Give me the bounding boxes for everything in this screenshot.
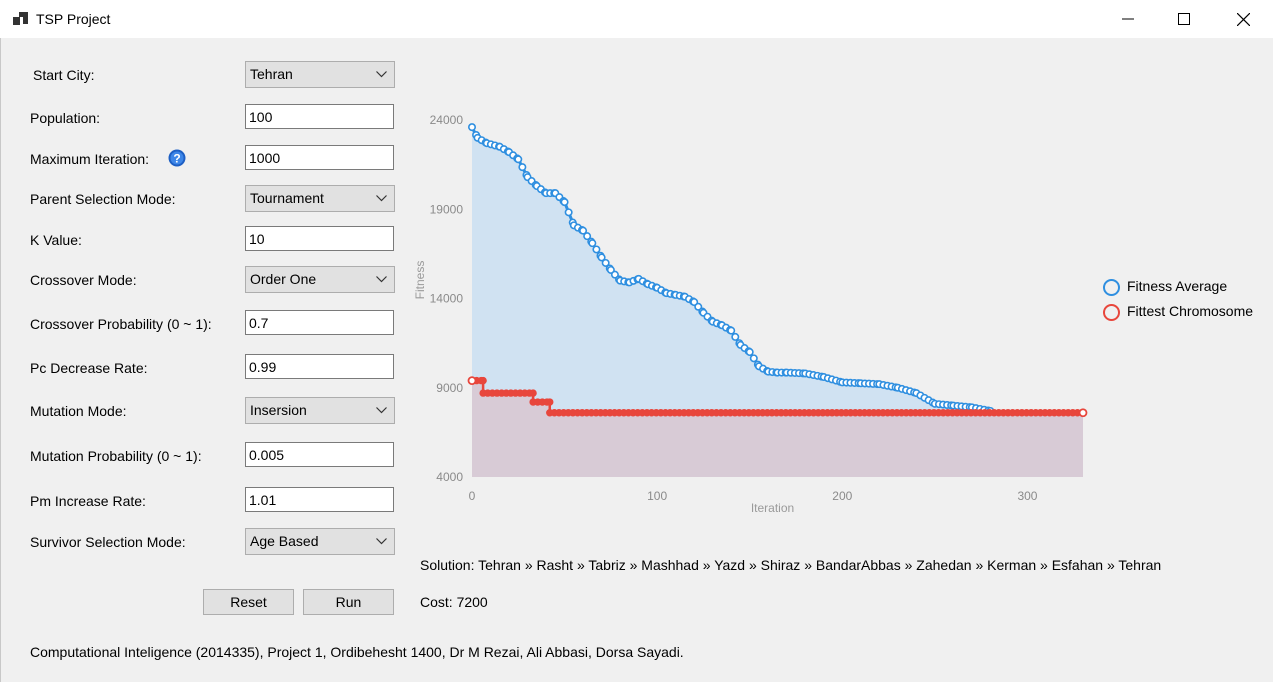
x-tick-label: 200 <box>832 489 852 503</box>
survivor-selection-label: Survivor Selection Mode: <box>30 534 186 550</box>
chevron-down-icon <box>376 407 387 414</box>
maximize-button[interactable] <box>1155 0 1213 38</box>
window-title: TSP Project <box>36 11 111 27</box>
pc-decrease-input[interactable] <box>245 354 394 379</box>
legend-marker <box>1103 279 1120 296</box>
y-tick-label: 14000 <box>430 292 464 306</box>
start-city-label: Start City: <box>33 67 95 83</box>
run-button[interactable]: Run <box>303 589 394 615</box>
chevron-down-icon <box>376 276 387 283</box>
fittest-chromosome-point <box>479 376 487 385</box>
k-value-input[interactable] <box>245 226 394 251</box>
close-icon <box>1236 12 1250 26</box>
max-iteration-input[interactable] <box>245 145 394 170</box>
window-border <box>0 38 1 682</box>
fittest-chromosome-point <box>529 389 537 397</box>
footer-credits: Computational Inteligence (2014335), Pro… <box>30 644 684 660</box>
title-bar: TSP Project <box>0 0 1273 38</box>
fitness-average-area <box>472 127 991 477</box>
x-tick-label: 100 <box>647 489 667 503</box>
fitness-chart: 4000 9000 14000 19000 24000 0 100 200 300 Iterati… <box>413 113 1088 515</box>
fitness-average-point <box>583 232 592 241</box>
fitness-average-point <box>727 326 736 335</box>
y-tick-label: 24000 <box>430 113 464 127</box>
population-label: Population: <box>30 110 101 126</box>
solution-text: Solution: Tehran » Rasht » Tabriz » Mash… <box>420 557 1162 573</box>
fitness-average-point <box>745 348 754 357</box>
fittest-chromosome-area <box>472 380 1083 477</box>
y-axis-label: Fitness <box>413 261 427 300</box>
start-city-value: Tehran <box>250 66 293 82</box>
fitness-average-point <box>564 208 573 217</box>
max-iteration-label: Maximum Iteration: <box>30 151 150 167</box>
reset-button[interactable]: Reset <box>203 589 294 615</box>
app-icon <box>13 12 28 25</box>
crossover-mode-value: Order One <box>250 271 317 287</box>
minimize-icon <box>1122 18 1134 20</box>
fitness-average-point <box>749 354 758 363</box>
fitness-average-point <box>514 155 523 164</box>
x-tick-label: 0 <box>469 489 476 503</box>
help-icon[interactable]: ? <box>168 149 186 167</box>
chevron-down-icon <box>376 71 387 78</box>
svg-text:?: ? <box>173 152 180 166</box>
chevron-down-icon <box>376 538 387 545</box>
crossover-prob-input[interactable] <box>245 310 394 335</box>
mutation-mode-select[interactable]: Insersion <box>245 397 395 424</box>
fitness-average-point <box>588 239 597 248</box>
mutation-prob-label: Mutation Probability (0 ~ 1): <box>30 448 202 464</box>
fitness-average-point <box>579 226 588 235</box>
start-city-select[interactable]: Tehran <box>245 61 395 88</box>
mutation-mode-value: Insersion <box>250 402 307 418</box>
parent-selection-label: Parent Selection Mode: <box>30 191 176 207</box>
survivor-selection-value: Age Based <box>250 533 319 549</box>
fitness-average-point <box>467 123 476 132</box>
parent-selection-select[interactable]: Tournament <box>245 185 395 212</box>
y-tick-label: 9000 <box>436 381 463 395</box>
crossover-mode-select[interactable]: Order One <box>245 266 395 293</box>
pm-increase-label: Pm Increase Rate: <box>30 493 146 509</box>
legend-label: Fittest Chromosome <box>1127 303 1254 319</box>
y-tick-label: 19000 <box>430 202 464 216</box>
y-tick-label: 4000 <box>436 470 463 484</box>
chevron-down-icon <box>376 195 387 202</box>
fitness-average-point <box>592 245 601 254</box>
fitness-average-point <box>731 332 740 341</box>
legend-label: Fitness Average <box>1127 278 1228 294</box>
parent-selection-value: Tournament <box>250 190 324 206</box>
mutation-prob-input[interactable] <box>245 442 394 467</box>
x-tick-label: 300 <box>1017 489 1037 503</box>
population-input[interactable] <box>245 104 394 129</box>
fitness-average-point <box>597 253 606 262</box>
pc-decrease-label: Pc Decrease Rate: <box>30 360 148 376</box>
x-axis-label: Iteration <box>751 501 794 515</box>
mutation-mode-label: Mutation Mode: <box>30 403 127 419</box>
legend-marker <box>1103 304 1120 321</box>
k-value-label: K Value: <box>30 232 82 248</box>
fittest-chromosome-endpoint <box>467 376 477 386</box>
close-button[interactable] <box>1214 0 1272 38</box>
cost-text: Cost: 7200 <box>420 594 488 610</box>
maximize-icon <box>1178 13 1190 25</box>
pm-increase-input[interactable] <box>245 487 394 512</box>
fitness-average-point <box>518 163 527 172</box>
fitness-average-point <box>601 258 610 267</box>
survivor-selection-select[interactable]: Age Based <box>245 528 395 555</box>
crossover-mode-label: Crossover Mode: <box>30 272 137 288</box>
minimize-button[interactable] <box>1099 0 1157 38</box>
fittest-chromosome-endpoint <box>1078 408 1088 418</box>
crossover-prob-label: Crossover Probability (0 ~ 1): <box>30 316 212 332</box>
fitness-average-point <box>560 198 569 207</box>
fittest-chromosome-point <box>546 398 554 406</box>
